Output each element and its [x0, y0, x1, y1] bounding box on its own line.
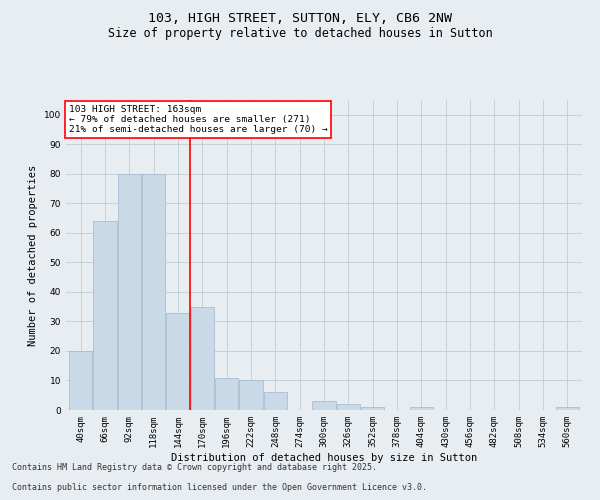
Text: 103, HIGH STREET, SUTTON, ELY, CB6 2NW: 103, HIGH STREET, SUTTON, ELY, CB6 2NW — [148, 12, 452, 26]
Bar — [142, 174, 165, 410]
Bar — [313, 401, 335, 410]
Bar — [94, 221, 116, 410]
Text: Contains public sector information licensed under the Open Government Licence v3: Contains public sector information licen… — [12, 484, 427, 492]
Bar — [410, 407, 433, 410]
Bar — [556, 407, 579, 410]
Bar — [264, 392, 287, 410]
Text: Size of property relative to detached houses in Sutton: Size of property relative to detached ho… — [107, 28, 493, 40]
Bar — [215, 378, 238, 410]
X-axis label: Distribution of detached houses by size in Sutton: Distribution of detached houses by size … — [171, 452, 477, 462]
Bar — [337, 404, 360, 410]
Bar — [239, 380, 263, 410]
Bar — [191, 306, 214, 410]
Text: Contains HM Land Registry data © Crown copyright and database right 2025.: Contains HM Land Registry data © Crown c… — [12, 464, 377, 472]
Bar — [361, 407, 384, 410]
Text: 103 HIGH STREET: 163sqm
← 79% of detached houses are smaller (271)
21% of semi-d: 103 HIGH STREET: 163sqm ← 79% of detache… — [68, 104, 328, 134]
Bar — [118, 174, 141, 410]
Bar — [69, 351, 92, 410]
Bar — [166, 312, 190, 410]
Y-axis label: Number of detached properties: Number of detached properties — [28, 164, 38, 346]
